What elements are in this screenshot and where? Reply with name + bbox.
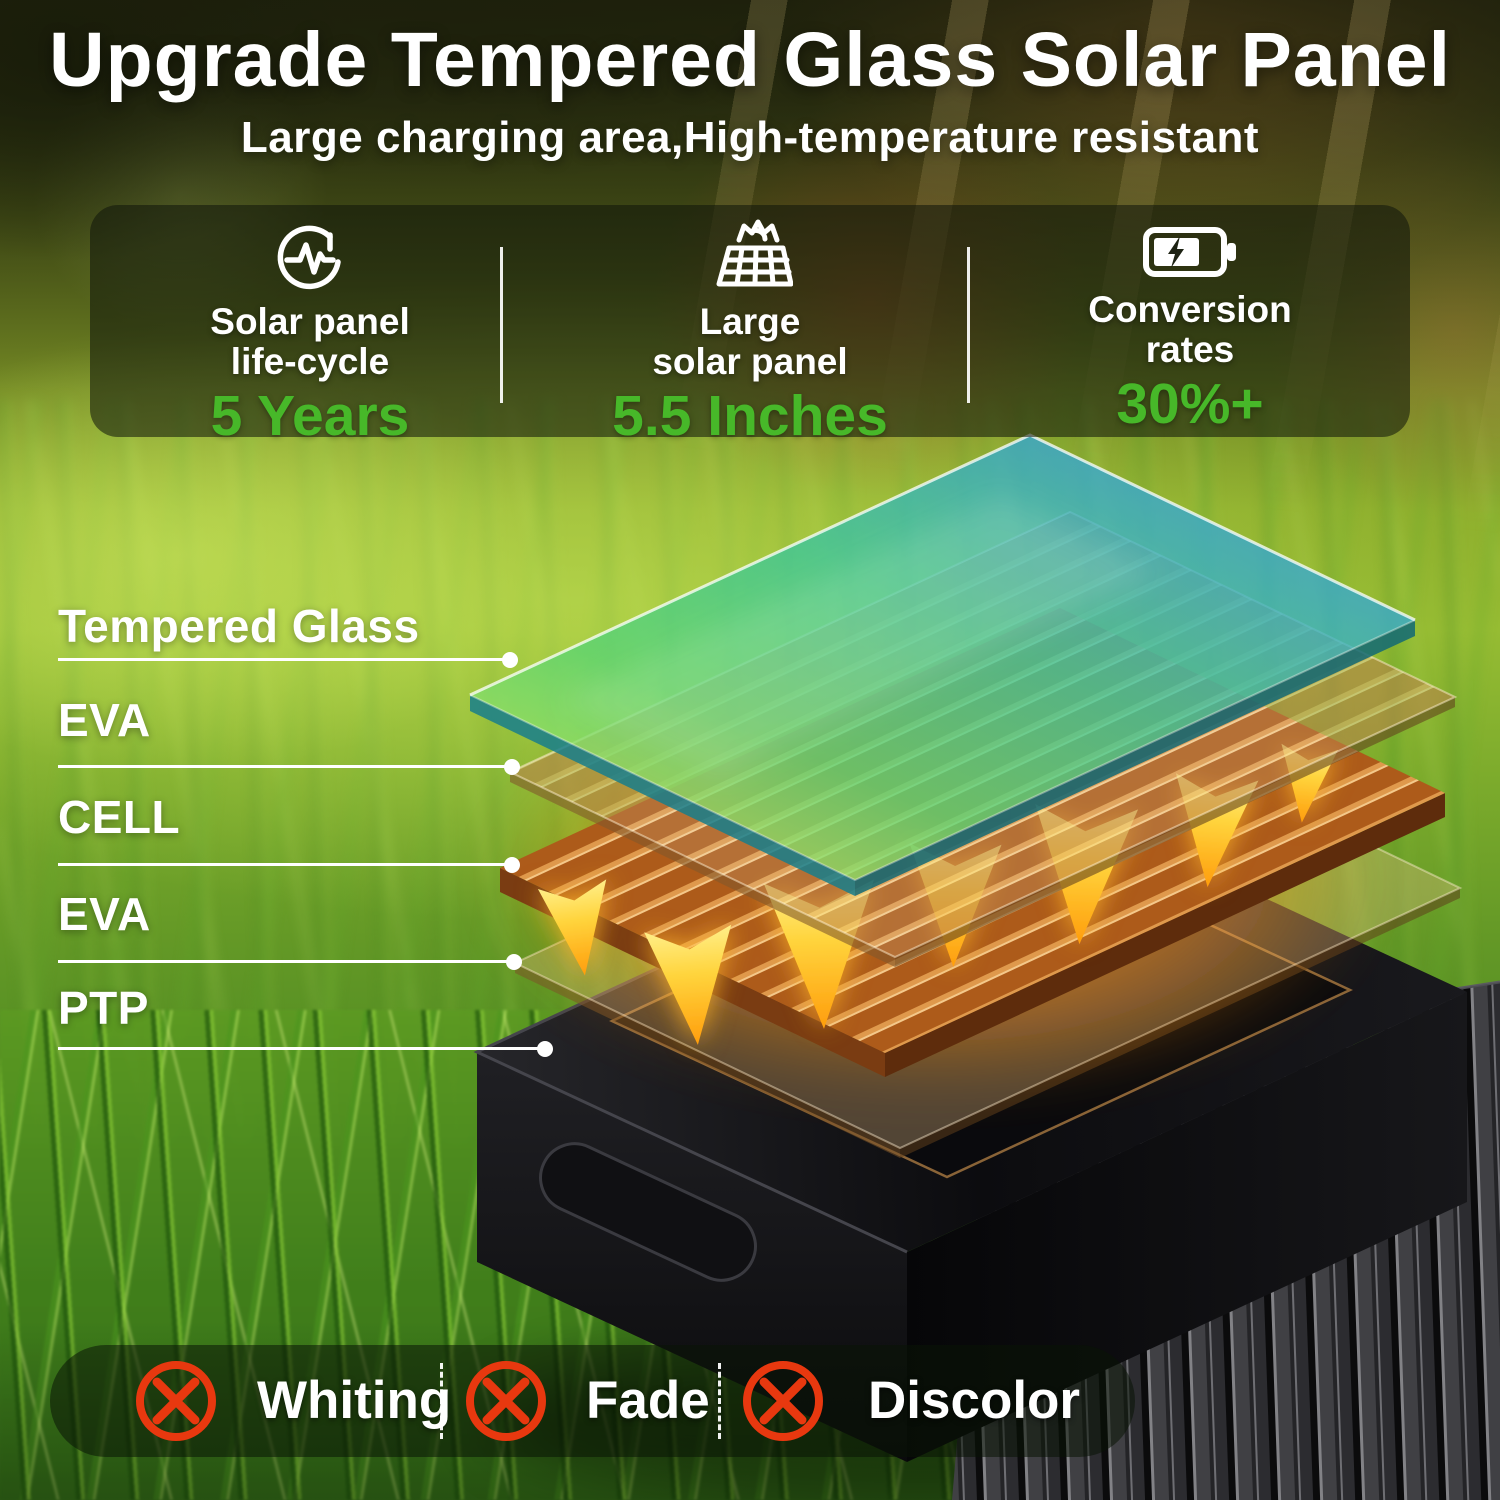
- feature-label: Solar panel life-cycle: [210, 301, 410, 382]
- leader-line-eva-top: [58, 765, 512, 768]
- negatives-band: Whiting Fade Discolor: [50, 1345, 1135, 1457]
- band-separator: [718, 1363, 721, 1439]
- page-title: Upgrade Tempered Glass Solar Panel: [49, 17, 1451, 103]
- feature-label: Conversion rates: [1088, 289, 1292, 371]
- feature-panel: Solar panel life-cycle 5 Years Large sol…: [90, 205, 1410, 448]
- layer-label-tempered-glass: Tempered Glass: [58, 600, 420, 652]
- crossed-circle-icon: [464, 1359, 548, 1443]
- panel-divider: [967, 247, 970, 403]
- solar-panel-sun-icon: [707, 218, 793, 298]
- feature-panel-size: Large solar panel 5.5 Inches: [530, 205, 970, 448]
- leader-line-cell: [58, 863, 512, 866]
- layer-label-eva-top: EVA: [58, 694, 151, 746]
- page-subtitle: Large charging area,High-temperature res…: [240, 113, 1260, 162]
- lifecycle-pulse-icon: [270, 218, 350, 298]
- feature-life-cycle: Solar panel life-cycle 5 Years: [90, 205, 530, 448]
- feature-value: 30%+: [1116, 372, 1264, 436]
- leader-line-tempered-glass: [58, 658, 510, 661]
- negative-label-discolor: Discolor: [868, 1371, 1081, 1430]
- leader-line-ptp: [58, 1047, 545, 1050]
- layer-label-ptp: PTP: [58, 982, 149, 1034]
- crossed-circle-icon: [741, 1359, 825, 1443]
- band-separator: [440, 1363, 443, 1439]
- feature-value: 5 Years: [210, 383, 410, 448]
- layer-label-eva-bottom: EVA: [58, 888, 151, 940]
- feature-label: Large solar panel: [652, 301, 848, 382]
- panel-divider: [500, 247, 503, 403]
- layer-label-cell: CELL: [58, 791, 181, 843]
- feature-value: 5.5 Inches: [612, 383, 888, 448]
- feature-conversion: Conversion rates 30%+: [970, 205, 1410, 437]
- negative-label-whiting: Whiting: [257, 1371, 452, 1430]
- negative-label-fade: Fade: [586, 1371, 710, 1430]
- battery-charging-icon: [1141, 218, 1239, 286]
- crossed-circle-icon: [134, 1359, 218, 1443]
- leader-line-eva-bottom: [58, 960, 514, 963]
